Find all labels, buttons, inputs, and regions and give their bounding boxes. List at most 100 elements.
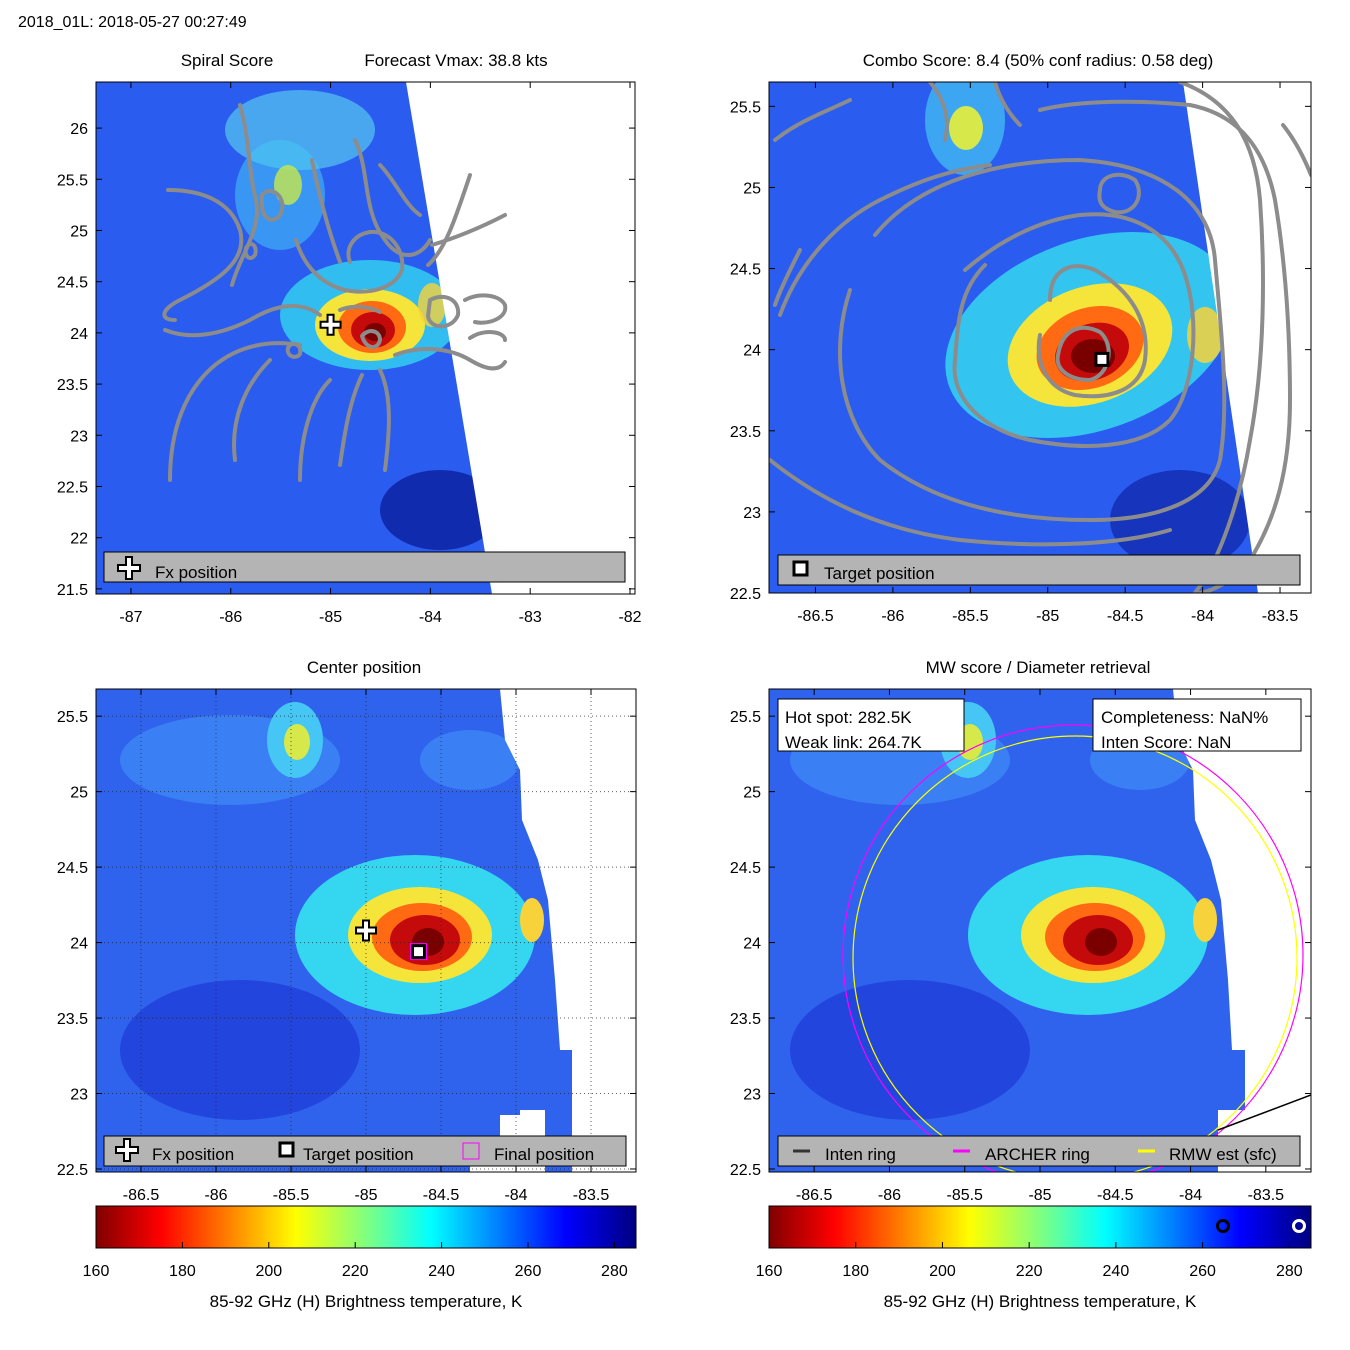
y-tick-label: 22.5 xyxy=(730,1162,761,1179)
mw-inten-score: Inten Score: NaN xyxy=(1101,733,1231,752)
spiral-legend-box xyxy=(103,551,626,583)
colorbar-tick-label: 180 xyxy=(169,1263,196,1280)
spiral-contours xyxy=(162,103,508,482)
mw-weak-link: Weak link: 264.7K xyxy=(785,733,922,752)
center-grid xyxy=(96,689,636,1172)
x-tick-label: -85.5 xyxy=(946,1187,983,1204)
x-tick-label: -87 xyxy=(119,609,142,626)
x-tick-label: -86.5 xyxy=(123,1187,160,1204)
x-tick-label: -85.5 xyxy=(273,1187,310,1204)
combo-legend-box xyxy=(777,554,1301,586)
colorbar-right-bar xyxy=(768,1205,1312,1249)
mw-rmw-ring xyxy=(852,735,1298,1172)
spiral-legend-plus-icon xyxy=(117,556,141,580)
x-tick-label: -86 xyxy=(878,1187,901,1204)
center-panel: Fx position Target position Final positi… xyxy=(57,688,637,1204)
combo-no-data xyxy=(1183,82,1311,593)
colorbar-left-bar xyxy=(95,1205,637,1249)
combo-legend-label: Target position xyxy=(824,564,935,583)
y-tick-label: 24 xyxy=(70,326,88,343)
colorbar-right: 160 180 200 220 240 260 280 85-92 GHz (H) Brig… xyxy=(756,1205,1312,1311)
colorbar-hot-spot-marker xyxy=(1292,1219,1306,1233)
colorbar-weak-link-marker xyxy=(1216,1219,1230,1233)
y-tick-label: 25 xyxy=(743,180,761,197)
x-tick-label: -83.5 xyxy=(573,1187,610,1204)
figure-title: 2018_01L: 2018-05-27 00:27:49 xyxy=(18,14,247,31)
center-lightblue-2 xyxy=(420,730,520,790)
mw-inten-ring-segment xyxy=(1217,1094,1311,1131)
x-tick-label: -84.5 xyxy=(423,1187,460,1204)
x-tick-label: -83.5 xyxy=(1262,608,1299,625)
x-tick-label: -84 xyxy=(1179,1187,1202,1204)
x-tick-label: -84.5 xyxy=(1107,608,1144,625)
y-tick-label: 23.5 xyxy=(57,1011,88,1028)
x-tick-label: -86 xyxy=(881,608,904,625)
mw-hot-spot: Hot spot: 282.5K xyxy=(785,708,912,727)
x-tick-label: -83.5 xyxy=(1248,1187,1285,1204)
spiral-deep-blue xyxy=(380,470,500,550)
y-tick-label: 23.5 xyxy=(730,1011,761,1028)
colorbar-left: 160 180 200 220 240 260 280 85-92 GHz (H) Brig… xyxy=(83,1205,637,1311)
spiral-title-left: Spiral Score xyxy=(181,51,274,70)
colorbar-tick-label: 160 xyxy=(83,1263,110,1280)
final-position-marker xyxy=(410,943,427,961)
y-tick-label: 24 xyxy=(743,343,761,360)
colorbar-left-label: 85-92 GHz (H) Brightness temperature, K xyxy=(210,1292,523,1311)
spiral-panel: Fx position -87 -86 -85 -84 -83 -82 21.5 22 22.5… xyxy=(57,81,642,626)
y-tick-label: 24 xyxy=(70,936,88,953)
combo-target-marker xyxy=(1094,351,1110,367)
colorbar-tick-label: 260 xyxy=(1189,1263,1216,1280)
mw-legend-archer-label: ARCHER ring xyxy=(985,1145,1090,1164)
colorbar-tick-label: 160 xyxy=(756,1263,783,1280)
mw-title: MW score / Diameter retrieval xyxy=(926,658,1151,677)
center-legend-square-icon xyxy=(278,1141,295,1158)
center-title: Center position xyxy=(307,658,421,677)
spiral-title-right: Forecast Vmax: 38.8 kts xyxy=(364,51,547,70)
mw-completeness: Completeness: NaN% xyxy=(1101,708,1268,727)
combo-yellow-top xyxy=(949,106,983,150)
y-tick-label: 25 xyxy=(70,223,88,240)
colorbar-left-ticks: 160 180 200 220 240 260 280 xyxy=(83,1242,628,1280)
y-tick-label: 26 xyxy=(70,121,88,138)
y-tick-label: 24 xyxy=(743,936,761,953)
mw-axes: -86.5 -86 -85.5 -85 -84.5 -84 -83.5 22.5 23 23.5 2… xyxy=(730,689,1311,1204)
center-legend-final-icon xyxy=(462,1142,480,1160)
y-tick-label: 22.5 xyxy=(57,479,88,496)
y-tick-label: 25.5 xyxy=(730,99,761,116)
spiral-fx-marker xyxy=(319,313,342,336)
spiral-legend-label: Fx position xyxy=(155,563,237,582)
colorbar-tick-label: 280 xyxy=(601,1263,628,1280)
mw-deep-1 xyxy=(790,980,1030,1120)
x-tick-label: -85 xyxy=(354,1187,377,1204)
x-tick-label: -86.5 xyxy=(797,608,834,625)
colorbar-tick-label: 280 xyxy=(1276,1263,1303,1280)
y-tick-label: 25.5 xyxy=(57,709,88,726)
colorbar-tick-label: 180 xyxy=(842,1263,869,1280)
colorbar-right-label: 85-92 GHz (H) Brightness temperature, K xyxy=(884,1292,1197,1311)
y-tick-label: 23.5 xyxy=(57,377,88,394)
center-axes: -86.5 -86 -85.5 -85 -84.5 -84 -83.5 22.5 23 23.5 2… xyxy=(57,689,636,1204)
y-tick-label: 25 xyxy=(743,785,761,802)
y-tick-label: 22.5 xyxy=(730,586,761,603)
combo-contours xyxy=(769,82,1311,593)
y-tick-label: 24.5 xyxy=(57,860,88,877)
combo-frame xyxy=(768,81,1312,594)
colorbar-tick-label: 240 xyxy=(1103,1263,1130,1280)
center-deep-1 xyxy=(120,980,360,1120)
center-yellow-top xyxy=(284,724,310,760)
y-tick-label: 24.5 xyxy=(730,262,761,279)
y-tick-label: 25.5 xyxy=(730,709,761,726)
mw-archer-ring xyxy=(842,724,1304,1172)
y-tick-label: 21.5 xyxy=(57,582,88,599)
y-tick-label: 25.5 xyxy=(57,172,88,189)
mw-info-right-box xyxy=(1092,698,1302,752)
mw-legend-box xyxy=(777,1135,1301,1167)
y-tick-label: 23 xyxy=(70,428,88,445)
x-tick-label: -84 xyxy=(1191,608,1214,625)
y-tick-label: 22.5 xyxy=(57,1162,88,1179)
mw-legend-rmw-label: RMW est (sfc) xyxy=(1169,1145,1277,1164)
colorbar-tick-label: 240 xyxy=(428,1263,455,1280)
combo-title: Combo Score: 8.4 (50% conf radius: 0.58 … xyxy=(863,51,1214,70)
y-tick-label: 23 xyxy=(743,505,761,522)
spiral-yellow-band xyxy=(274,165,302,205)
